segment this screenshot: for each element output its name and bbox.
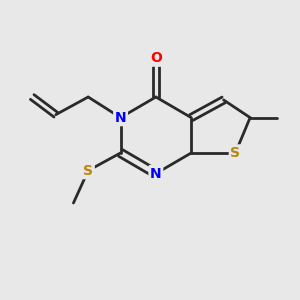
Text: S: S (83, 164, 93, 178)
Text: N: N (150, 167, 162, 181)
Text: S: S (230, 146, 240, 160)
Text: N: N (115, 111, 126, 124)
Text: O: O (150, 51, 162, 65)
